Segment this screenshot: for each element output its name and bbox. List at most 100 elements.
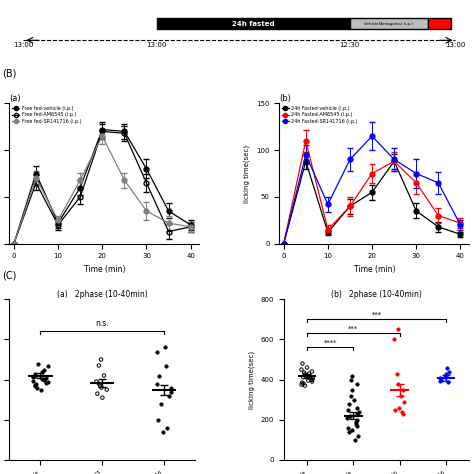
Point xyxy=(443,372,450,379)
Point xyxy=(350,396,358,403)
Point xyxy=(31,382,39,389)
Point xyxy=(38,375,46,383)
Point xyxy=(305,370,313,377)
Point xyxy=(344,414,351,421)
Bar xyxy=(428,18,451,29)
Point xyxy=(304,373,311,380)
Point xyxy=(353,404,361,411)
Point xyxy=(99,394,106,401)
Point xyxy=(348,386,356,393)
Point xyxy=(299,360,306,367)
Legend: Free fed-vehicle (i.p.), Free fed-AM6545 (i.p.), Free fed-SR141716 (i.p.): Free fed-vehicle (i.p.), Free fed-AM6545… xyxy=(12,106,81,124)
Title: (b)   2phase (10-40min): (b) 2phase (10-40min) xyxy=(331,290,422,299)
Point xyxy=(37,386,45,393)
Point xyxy=(31,370,39,377)
Text: ***: *** xyxy=(372,311,382,318)
Point xyxy=(300,374,307,381)
Point xyxy=(347,376,355,383)
Point xyxy=(97,356,105,363)
Point xyxy=(399,408,406,415)
Point xyxy=(157,400,164,408)
Point xyxy=(392,406,399,413)
Point xyxy=(168,388,175,395)
Point xyxy=(345,400,353,408)
Y-axis label: licking time(sec): licking time(sec) xyxy=(244,145,250,202)
Point xyxy=(351,436,359,444)
Point xyxy=(40,376,47,383)
Point xyxy=(401,398,408,405)
Legend: 24h Fasted-vehicle (i.p.), 24h Fasted-AM6545 (i.p.), 24h Fasted-SR141716 (i.p.): 24h Fasted-vehicle (i.p.), 24h Fasted-AM… xyxy=(282,106,358,124)
Text: ***: *** xyxy=(348,326,358,331)
Point xyxy=(32,380,39,387)
Point xyxy=(153,348,161,356)
Bar xyxy=(350,18,428,29)
Point xyxy=(345,406,352,413)
Point xyxy=(437,377,444,384)
Text: (a): (a) xyxy=(9,94,21,103)
Point xyxy=(165,392,173,400)
Point xyxy=(441,373,449,380)
Point xyxy=(153,380,161,387)
Point xyxy=(34,384,41,392)
Point xyxy=(394,370,401,377)
Point xyxy=(444,378,452,385)
Point xyxy=(301,382,309,389)
Point xyxy=(352,418,360,426)
X-axis label: Time (min): Time (min) xyxy=(354,265,395,274)
Point xyxy=(31,372,39,379)
Point xyxy=(356,408,363,415)
Point xyxy=(300,380,307,387)
Point xyxy=(443,364,451,371)
Point xyxy=(154,416,161,423)
Point xyxy=(42,379,49,386)
Y-axis label: licking time(sec): licking time(sec) xyxy=(248,350,255,409)
Point xyxy=(437,374,444,382)
Point xyxy=(162,362,170,369)
Point xyxy=(352,420,360,428)
Point xyxy=(167,384,175,392)
Point xyxy=(399,410,407,418)
Text: 13:00: 13:00 xyxy=(146,42,167,48)
Point xyxy=(394,380,401,387)
Point xyxy=(31,381,39,388)
Text: 13:00: 13:00 xyxy=(13,42,34,48)
Point xyxy=(309,376,316,383)
Point xyxy=(398,392,405,400)
Point xyxy=(301,369,308,376)
Point xyxy=(163,424,171,431)
Point xyxy=(100,372,108,379)
Point xyxy=(353,422,360,429)
Point xyxy=(95,380,103,387)
Point xyxy=(354,416,361,423)
Point xyxy=(159,428,167,436)
Point xyxy=(44,362,51,369)
Point xyxy=(155,372,163,379)
Point xyxy=(308,368,316,375)
Text: Vehicle/Antagonist (i.p.): Vehicle/Antagonist (i.p.) xyxy=(365,22,413,26)
Point xyxy=(309,374,317,382)
Point xyxy=(298,381,305,388)
Text: 24h fasted: 24h fasted xyxy=(232,20,274,27)
Point xyxy=(442,370,450,377)
X-axis label: Time (min): Time (min) xyxy=(84,265,125,274)
Point xyxy=(354,380,361,387)
Point xyxy=(307,375,314,383)
Point xyxy=(438,376,445,383)
Text: (b): (b) xyxy=(279,94,291,103)
Point xyxy=(345,428,353,436)
Point xyxy=(303,372,311,379)
Point xyxy=(96,382,104,389)
Point xyxy=(92,378,100,385)
Point xyxy=(40,366,48,374)
Point xyxy=(391,336,398,343)
Text: ****: **** xyxy=(323,339,337,346)
Point xyxy=(348,372,356,379)
Point xyxy=(308,378,316,385)
Point xyxy=(29,373,37,380)
Point xyxy=(303,364,311,371)
Text: 12:30: 12:30 xyxy=(339,42,360,48)
Point xyxy=(308,376,316,384)
Point xyxy=(353,410,360,418)
Point xyxy=(301,371,309,378)
Point xyxy=(396,404,403,411)
